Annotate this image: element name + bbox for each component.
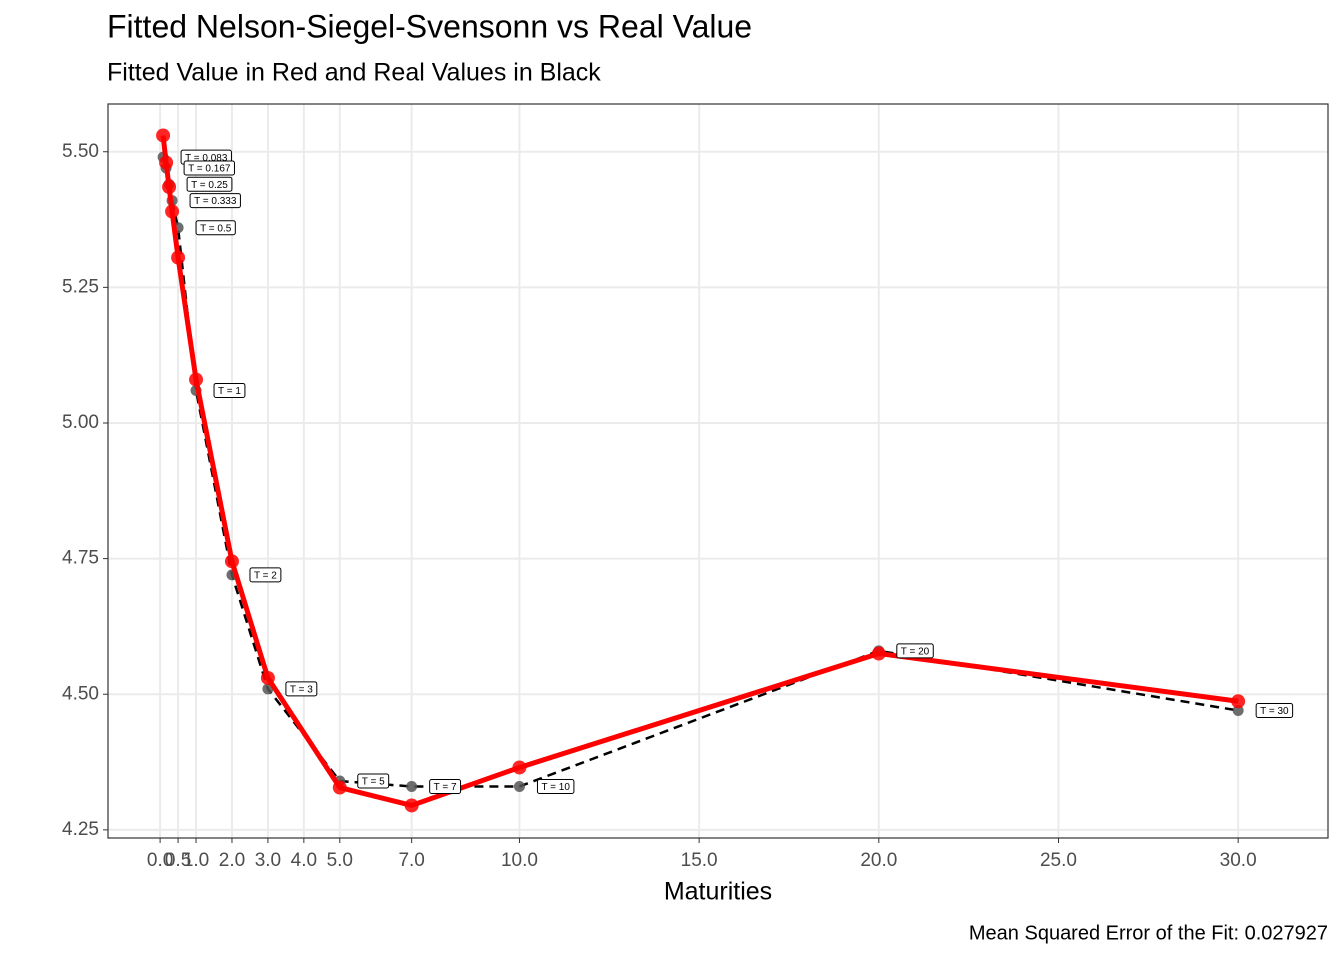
point-label-box (285, 681, 318, 697)
panel-border (107, 103, 1329, 839)
y-tick-label: 5.25 (62, 276, 99, 297)
data-point (871, 646, 886, 661)
data-point (1232, 705, 1244, 717)
point-label: T = 2 (254, 571, 277, 582)
x-tick-label: 15.0 (681, 850, 718, 871)
data-point (156, 128, 171, 143)
point-label-box (249, 567, 282, 583)
data-point (224, 554, 239, 569)
data-point (404, 798, 419, 813)
y-tick-label: 4.75 (62, 548, 99, 569)
data-point (332, 780, 347, 795)
x-tick-label: 0.5 (165, 850, 191, 871)
point-label: T = 5 (362, 777, 385, 788)
caption: Mean Squared Error of the Fit: 0.027927 (969, 922, 1328, 944)
point-label: T = 10 (541, 782, 570, 793)
y-tick-label: 4.25 (62, 819, 99, 840)
point-label: T = 0.5 (200, 223, 232, 234)
point-label-box (1255, 703, 1294, 719)
x-tick-label: 4.0 (291, 850, 317, 871)
data-point (165, 204, 180, 219)
x-tick-label: 7.0 (398, 850, 424, 871)
data-point (513, 780, 525, 792)
x-tick-label: 5.0 (327, 850, 353, 871)
point-label: T = 0.167 (188, 164, 231, 175)
data-point (159, 155, 174, 170)
data-point (406, 780, 418, 792)
data-point (189, 372, 204, 387)
point-label: T = 7 (434, 782, 457, 793)
x-tick-label: 25.0 (1040, 850, 1077, 871)
point-label: T = 0.333 (194, 196, 237, 207)
point-label: T = 20 (901, 646, 930, 657)
point-label-box (213, 382, 246, 398)
data-point (260, 670, 275, 685)
x-tick-label: 2.0 (219, 850, 245, 871)
data-point (162, 180, 177, 195)
point-label: T = 1 (218, 386, 241, 397)
chart-title: Fitted Nelson-Siegel-Svensonn vs Real Va… (107, 8, 752, 44)
data-point (512, 760, 527, 775)
x-tick-label: 20.0 (860, 850, 897, 871)
x-tick-label: 3.0 (255, 850, 281, 871)
y-tick-label: 5.00 (62, 412, 99, 433)
point-label: T = 3 (290, 684, 313, 695)
point-label-box (357, 773, 390, 789)
point-label-box (189, 193, 241, 209)
point-label-box (186, 176, 233, 192)
x-tick-label: 1.0 (183, 850, 209, 871)
point-label: T = 0.083 (185, 153, 228, 164)
x-tick-label: 10.0 (501, 850, 538, 871)
point-label-box (536, 778, 575, 794)
data-point (171, 250, 186, 265)
point-label-box (429, 778, 462, 794)
x-tick-label: 30.0 (1220, 850, 1257, 871)
point-label: T = 0.25 (191, 180, 228, 191)
point-label-box (183, 160, 235, 176)
data-point (1231, 694, 1246, 709)
y-tick-label: 4.50 (62, 683, 99, 704)
y-tick-label: 5.50 (62, 141, 99, 162)
point-label-box (195, 220, 236, 236)
point-label: T = 30 (1260, 706, 1289, 717)
x-tick-label: 0.0 (147, 850, 173, 871)
point-label-box (896, 643, 934, 659)
x-axis-title: Maturities (664, 878, 772, 906)
chart-subtitle: Fitted Value in Red and Real Values in B… (107, 59, 601, 87)
